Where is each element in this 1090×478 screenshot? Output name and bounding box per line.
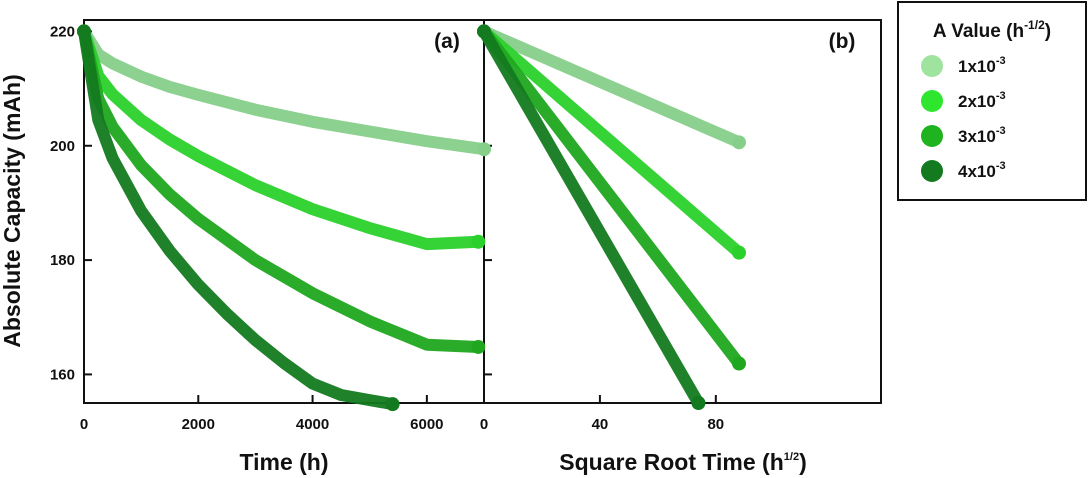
y-tick-label: 160 — [50, 366, 75, 383]
x-tick-label: 2000 — [182, 416, 215, 433]
x-tick-label: 40 — [592, 416, 609, 433]
x-axis-title-b-sup: 1/2 — [784, 451, 799, 463]
x-axis-title-b: Square Root Time (h1/2) — [559, 449, 806, 475]
legend-label-4: 4x10-3 — [958, 160, 1006, 181]
series-line-4-panel-b — [478, 25, 705, 409]
series-end-point — [732, 135, 747, 150]
series-line-1-panel-a — [78, 25, 490, 156]
series-end-point — [385, 397, 400, 412]
series-end-point — [471, 234, 486, 249]
y-tick-label: 220 — [50, 23, 75, 40]
legend: A Value (h-1/2) 1x10-3 2x10-3 3x10-3 4x10-3 — [897, 1, 1087, 201]
x-axis-title-a: Time (h) — [239, 449, 328, 475]
series-end-point — [732, 245, 747, 260]
series-start-point — [77, 24, 91, 39]
series-line-3-panel-a — [78, 25, 485, 353]
x-tick-label: 0 — [480, 416, 488, 433]
x-axis-title-b-text: Square Root Time (h — [559, 449, 784, 475]
series-end-point — [471, 339, 486, 354]
legend-marker-2 — [921, 90, 943, 112]
legend-label-3: 3x10-3 — [958, 125, 1006, 146]
legend-title-sup: -1/2 — [1024, 18, 1045, 32]
x-tick-label: 80 — [707, 416, 724, 433]
legend-marker-4 — [921, 160, 943, 182]
legend-title-end: ) — [1045, 21, 1051, 42]
series-line-2-panel-a — [78, 25, 485, 251]
legend-marker-3 — [921, 125, 943, 147]
series-end-point — [477, 142, 491, 157]
series-start-point — [477, 24, 491, 39]
series-end-point — [691, 396, 706, 410]
series-layer — [77, 24, 747, 412]
series-line-2-panel-b — [478, 25, 745, 259]
series-line-4-panel-a — [78, 25, 399, 411]
x-axis-title-b-end: ) — [799, 449, 807, 475]
panel-label-b: (b) — [829, 30, 856, 53]
y-axis-title: Absolute Capacity (mAh) — [0, 74, 25, 347]
legend-title: A Value (h-1/2) — [933, 18, 1051, 42]
x-tick-label: 4000 — [296, 416, 329, 433]
series-end-point — [732, 356, 747, 371]
panel-label-a: (a) — [434, 30, 460, 53]
x-tick-label: 0 — [80, 416, 88, 433]
legend-label-1: 1x10-3 — [958, 55, 1006, 76]
legend-title-text: A Value (h — [933, 21, 1024, 42]
x-tick-label: 6000 — [410, 416, 443, 433]
y-tick-label: 180 — [50, 252, 75, 269]
legend-items: 1x10-3 2x10-3 3x10-3 4x10-3 — [921, 55, 1006, 182]
series-line-3-panel-b — [478, 25, 745, 370]
legend-label-2: 2x10-3 — [958, 90, 1006, 111]
series-line-1-panel-b — [478, 25, 745, 149]
y-tick-label: 200 — [50, 138, 75, 155]
legend-marker-1 — [921, 55, 943, 77]
